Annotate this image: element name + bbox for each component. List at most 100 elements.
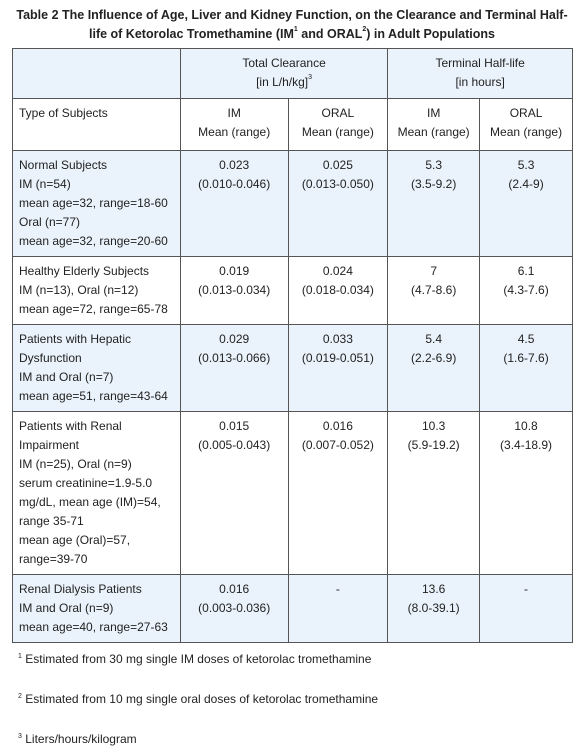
cell-line: 13.6 <box>421 582 446 596</box>
cell-line: 0.025 <box>322 158 353 172</box>
value-cell: 0.033 (0.019-0.051) <box>287 324 389 412</box>
subject-cell: Normal Subjects IM (n=54) mean age=32, ran… <box>12 150 181 257</box>
value-cell: - <box>287 574 389 643</box>
value-cell: 10.8 (3.4-18.9) <box>479 411 573 575</box>
data-row: Healthy Elderly Subjects IM (n=13), Oral … <box>12 256 573 325</box>
cell-line: ORAL <box>321 106 355 120</box>
cell-line: Mean (range) <box>397 125 470 139</box>
value-cell: 0.019 (0.013-0.034) <box>179 256 289 325</box>
cell-line: Patients with Renal <box>19 419 122 433</box>
cell-line: Mean (range) <box>301 125 374 139</box>
cell-line: Renal Dialysis Patients <box>19 582 142 596</box>
value-cell: 10.3 (5.9-19.2) <box>387 411 481 575</box>
data-row: Renal Dialysis Patients IM and Oral (n=9)… <box>12 574 573 643</box>
subheader-cell: Type of Subjects <box>12 98 181 151</box>
cell-line: mean age=72, range=65-78 <box>19 302 168 316</box>
cell-line: ORAL <box>509 106 543 120</box>
footnote: 3 Liters/hours/kilogram <box>18 732 137 746</box>
value-cell: 0.016 (0.007-0.052) <box>287 411 389 575</box>
cell-line: IM <box>227 106 241 120</box>
cell-line: 10.3 <box>421 419 446 433</box>
cell-line: - <box>524 582 529 596</box>
cell-line: Mean (range) <box>198 125 271 139</box>
cell-line: (2.2-6.9) <box>410 351 457 365</box>
cell-line: 0.016 <box>219 582 250 596</box>
value-cell: 0.029 (0.013-0.066) <box>179 324 289 412</box>
subject-cell: Healthy Elderly Subjects IM (n=13), Oral … <box>12 256 181 325</box>
value-cell: 6.1 (4.3-7.6) <box>479 256 573 325</box>
cell-line: Impairment <box>19 438 80 452</box>
cell-line: mean age=51, range=43-64 <box>19 389 168 403</box>
footnote-mark: 2 <box>18 693 22 700</box>
title-sup: 2 <box>362 26 367 33</box>
cell-line: mean age=32, range=20-60 <box>19 234 168 248</box>
cell-line: 0.015 <box>219 419 250 433</box>
cell-line: (0.005-0.043) <box>198 438 271 452</box>
value-cell: 0.023 (0.010-0.046) <box>179 150 289 257</box>
cell-line: (8.0-39.1) <box>407 601 460 615</box>
header-row: Total Clearance [in L/h/kg]3 Terminal Hal… <box>12 48 573 99</box>
cell-line: (1.6-7.6) <box>503 351 549 365</box>
cell-line: mean age=40, range=27-63 <box>19 620 168 634</box>
value-cell: 0.025 (0.013-0.050) <box>287 150 389 257</box>
subheader-cell: IM Mean (range) <box>387 98 481 151</box>
footnote-mark: 1 <box>18 653 22 660</box>
cell-line: 6.1 <box>517 264 535 278</box>
data-row: Patients with Renal Impairment IM (n=25), … <box>12 411 573 575</box>
cell-line: 5.3 <box>517 158 535 172</box>
cell-line: (3.5-9.2) <box>410 177 457 191</box>
cell-line: Patients with Hepatic <box>19 332 132 346</box>
cell-line: (0.018-0.034) <box>301 283 374 297</box>
subheader-cell: ORAL Mean (range) <box>479 98 573 151</box>
cell-line: (0.003-0.036) <box>198 601 271 615</box>
subheader-cell: ORAL Mean (range) <box>287 98 389 151</box>
value-cell: 5.3 (2.4-9) <box>479 150 573 257</box>
empty-cell <box>12 48 181 99</box>
title-text: and ORAL <box>297 27 363 41</box>
footnote-text: Estimated from 30 mg single IM doses of … <box>25 652 372 666</box>
cell-line: 0.024 <box>322 264 353 278</box>
cell-line: mg/dL, mean age (IM)=54, <box>19 495 161 509</box>
cell-line: mean age (Oral)=57, <box>19 533 131 547</box>
value-cell: 5.4 (2.2-6.9) <box>387 324 481 412</box>
cell-line: 0.033 <box>322 332 353 346</box>
value-cell: 0.016 (0.003-0.036) <box>179 574 289 643</box>
cell-line: range 35-71 <box>19 514 84 528</box>
cell-line: IM (n=25), Oral (n=9) <box>19 457 132 471</box>
value-cell: 4.5 (1.6-7.6) <box>479 324 573 412</box>
unit-text: [in L/h/kg] <box>256 75 309 89</box>
footnote: 2 Estimated from 10 mg single oral doses… <box>18 692 378 706</box>
cell-line: (5.9-19.2) <box>407 438 460 452</box>
header-cell: Terminal Half-life [in hours] <box>387 48 573 99</box>
cell-line: (0.007-0.052) <box>301 438 374 452</box>
footnote-text: Estimated from 10 mg single oral doses o… <box>25 692 379 706</box>
cell-line: 5.3 <box>425 158 443 172</box>
table-title: Table 2 The Influence of Age, Liver and … <box>12 6 572 44</box>
cell-line: IM (n=13), Oral (n=12) <box>19 283 139 297</box>
table-body: Total Clearance [in L/h/kg]3 Terminal Hal… <box>12 48 573 643</box>
cell-line: (4.3-7.6) <box>503 283 549 297</box>
cell-line: Normal Subjects <box>19 158 108 172</box>
cell-line: 7 <box>430 264 438 278</box>
cell-line: 0.016 <box>322 419 353 433</box>
footnote-mark: 3 <box>18 733 22 740</box>
value-cell: 5.3 (3.5-9.2) <box>387 150 481 257</box>
cell-line: 5.4 <box>425 332 443 346</box>
title-sup: 1 <box>293 26 298 33</box>
data-row: Patients with Hepatic Dysfunction IM and O… <box>12 324 573 412</box>
cell-line: Dysfunction <box>19 351 82 365</box>
data-row: Normal Subjects IM (n=54) mean age=32, ran… <box>12 150 573 257</box>
title-text: ) in Adult Populations <box>366 27 495 41</box>
footnote: 1 Estimated from 30 mg single IM doses o… <box>18 652 371 666</box>
cell-line: IM <box>427 106 441 120</box>
cell-line: (0.019-0.051) <box>301 351 374 365</box>
cell-line: 0.023 <box>219 158 250 172</box>
subject-cell: Patients with Renal Impairment IM (n=25), … <box>12 411 181 575</box>
cell-line: Mean (range) <box>490 125 563 139</box>
value-cell: - <box>479 574 573 643</box>
cell-line: (0.013-0.034) <box>198 283 271 297</box>
cell-line: serum creatinine=1.9-5.0 <box>19 476 153 490</box>
cell-line: 0.029 <box>219 332 250 346</box>
cell-line: Oral (n=77) <box>19 215 81 229</box>
